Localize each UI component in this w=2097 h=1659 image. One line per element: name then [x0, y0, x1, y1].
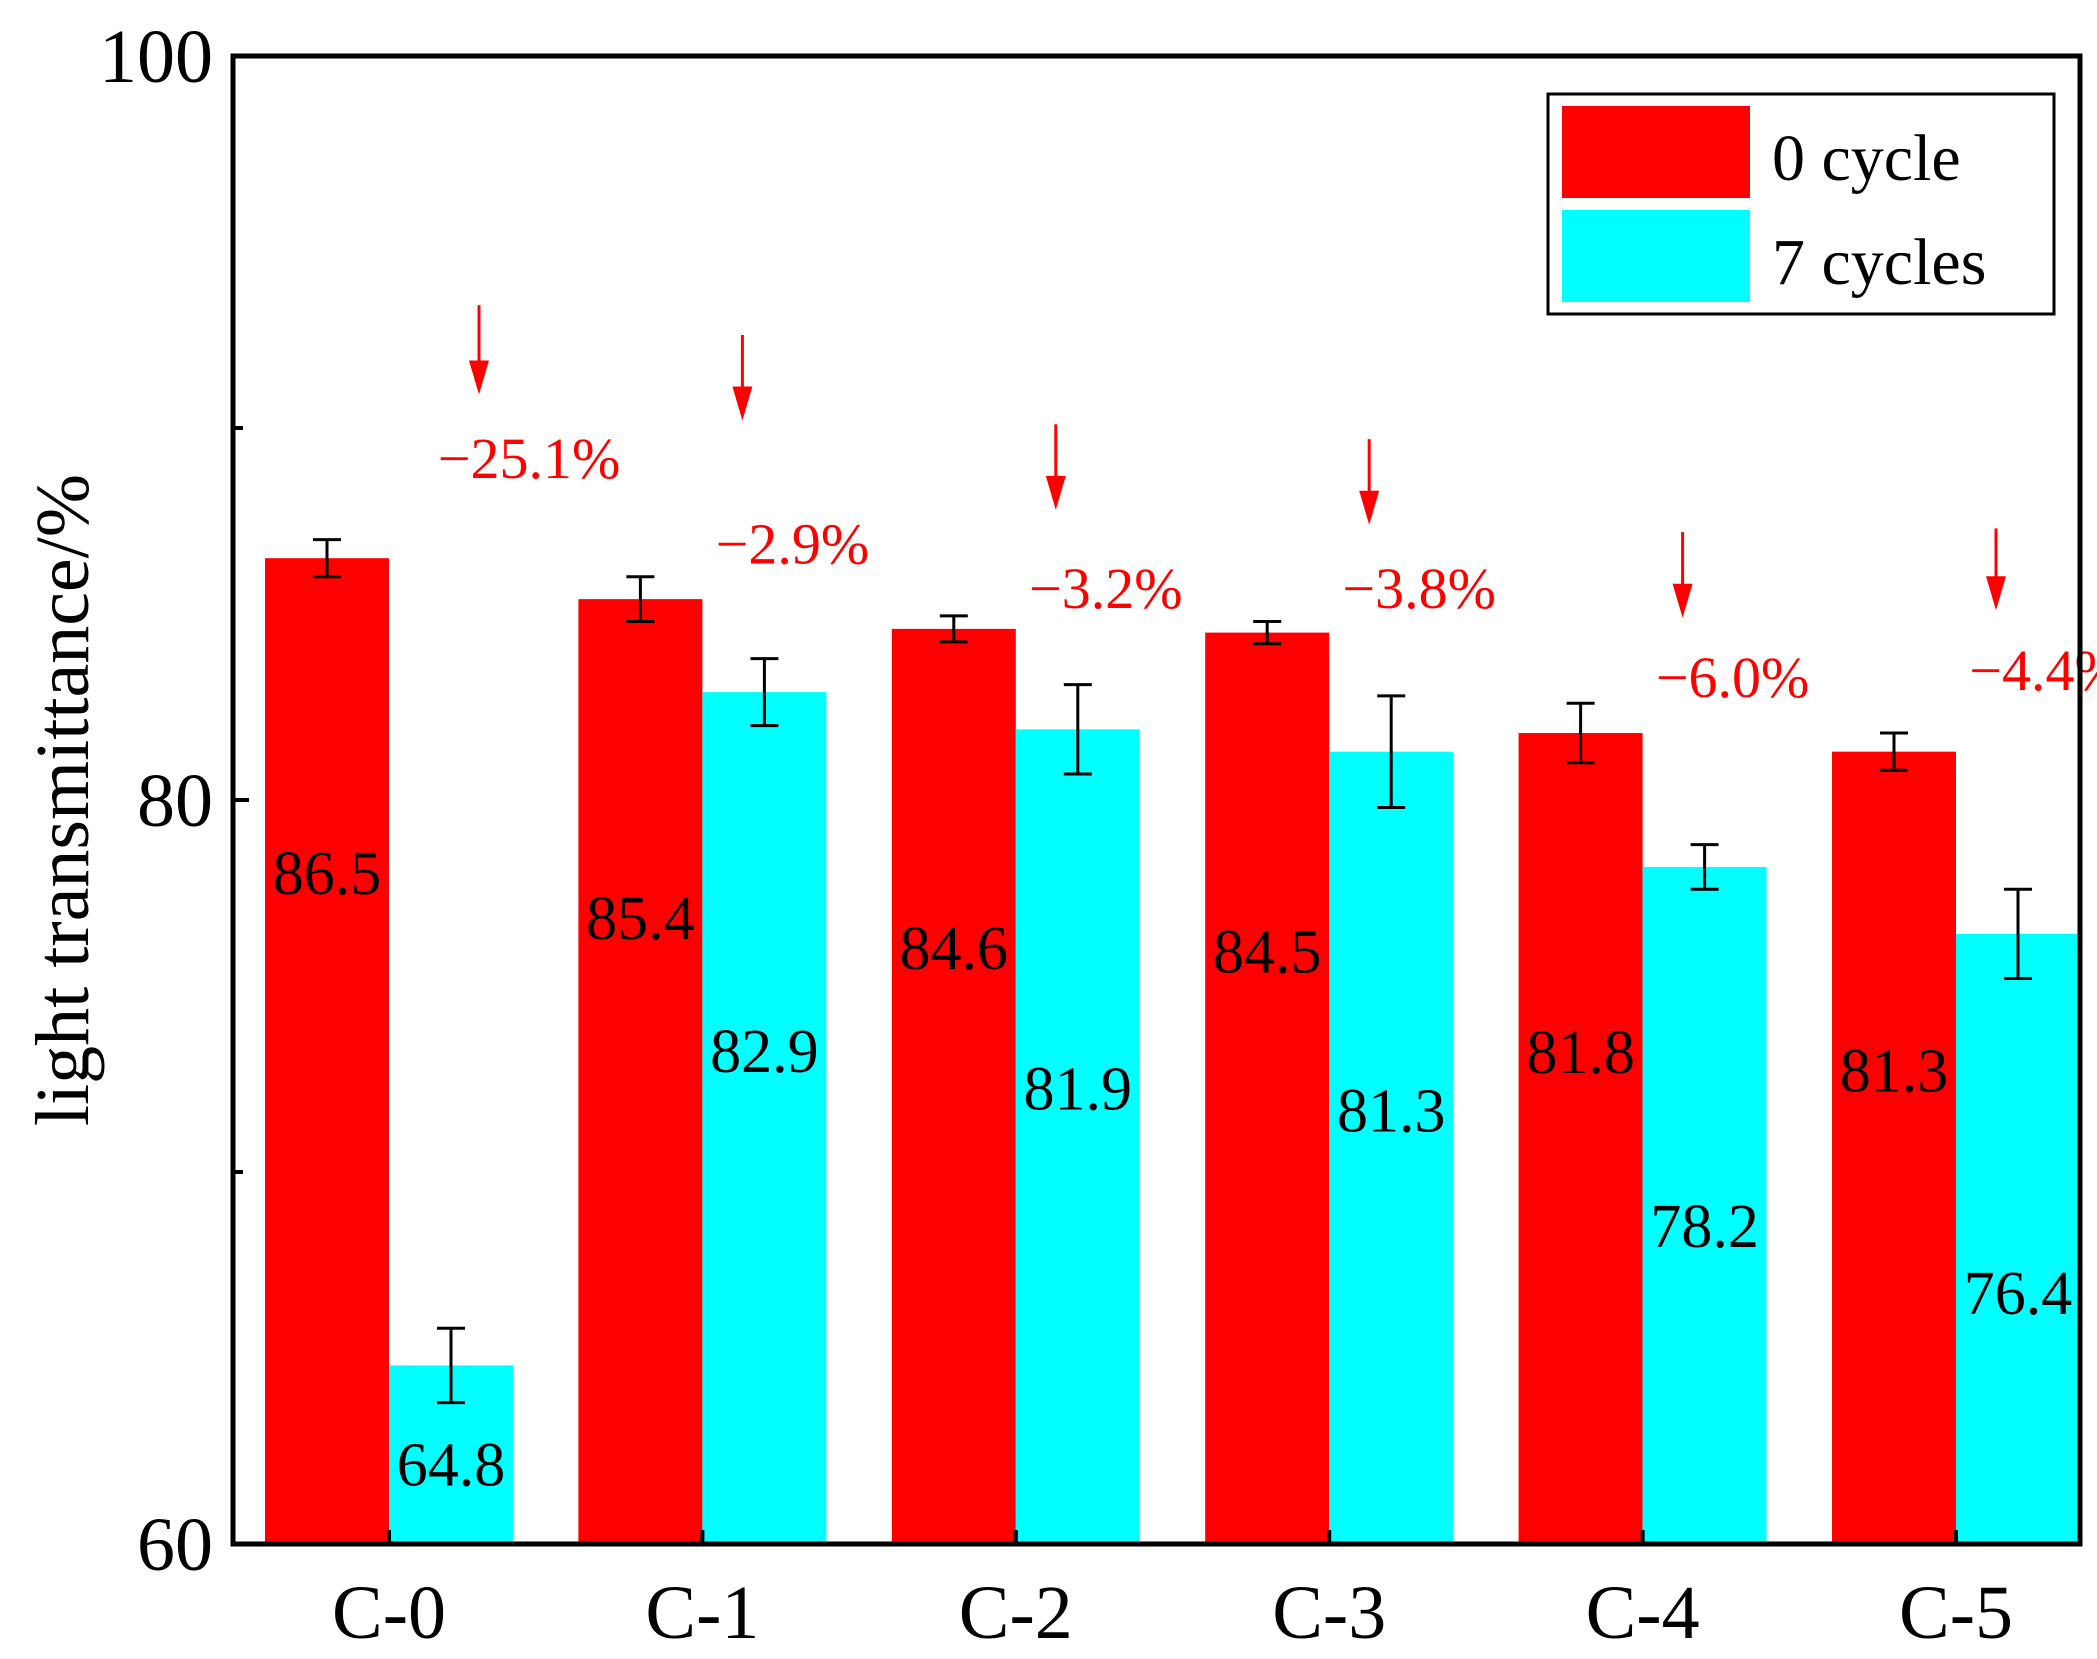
change-arrow-C-4 — [1672, 532, 1693, 618]
legend: 0 cycle 7 cycles — [1546, 92, 2056, 316]
bar-C-3-7-cycles — [1329, 751, 1454, 1544]
arrow-head — [1045, 475, 1066, 510]
change-arrow-C-3 — [1359, 439, 1380, 525]
change-annotations-layer: −25.1% −2.9% −3.2% −3.8% −6.0% −4.4% — [438, 305, 2097, 710]
value-label-C-3-7-cycles: 81.3 — [1337, 1078, 1446, 1146]
error-bar-C-3-0-cycle — [1253, 619, 1282, 646]
error-bar-C-5-0-cycle — [1880, 731, 1908, 772]
legend-swatch-7-cycles — [1562, 210, 1750, 302]
arrow-head — [469, 360, 489, 395]
y-tick-label-100: 100 — [99, 15, 213, 99]
x-tick-label-C-3: C-3 — [1272, 1571, 1386, 1655]
y-tick-label-60: 60 — [137, 1503, 213, 1587]
error-bar-C-4-0-cycle — [1566, 701, 1595, 765]
arrow-head — [1359, 490, 1380, 525]
bar-C-3-0-cycle — [1205, 632, 1330, 1544]
error-bar-C-0-0-cycle — [313, 538, 341, 579]
error-bar-C-0-7-cycles — [437, 1326, 465, 1405]
error-bars-layer — [313, 538, 2032, 1405]
legend-label-0-cycle: 0 cycle — [1772, 122, 1961, 195]
value-label-C-0-7-cycles: 64.8 — [397, 1431, 506, 1499]
value-label-C-1-0-cycle: 85.4 — [586, 885, 695, 953]
change-label-C-5: −4.4% — [1969, 638, 2097, 703]
value-label-C-2-0-cycle: 84.6 — [900, 915, 1009, 983]
error-bar-C-3-7-cycles — [1377, 694, 1406, 809]
error-bar-C-2-0-cycle — [939, 614, 968, 644]
value-label-C-2-7-cycles: 81.9 — [1024, 1055, 1133, 1123]
arrow-head — [732, 386, 753, 421]
value-labels-layer: 86.5 64.8 85.482.9 84.6 81.9 84.5 81.3 81.8 78.2… — [273, 840, 2073, 1499]
change-arrow-C-5 — [1986, 528, 2006, 611]
x-tick-label-C-4: C-4 — [1586, 1571, 1700, 1655]
change-label-C-0: −25.1% — [438, 426, 621, 491]
legend-label-7-cycles: 7 cycles — [1772, 226, 1986, 299]
change-arrow-C-2 — [1045, 424, 1066, 510]
error-bar-C-1-7-cycles — [750, 657, 779, 728]
legend-swatch-0-cycle — [1562, 106, 1750, 198]
change-label-C-2: −3.2% — [1029, 556, 1183, 621]
bars-layer — [265, 558, 2080, 1544]
bar-C-5-0-cycle — [1832, 751, 1956, 1544]
bar-C-2-7-cycles — [1015, 729, 1140, 1544]
x-tick-label-C-2: C-2 — [959, 1571, 1073, 1655]
error-bar-C-5-7-cycles — [2004, 887, 2032, 981]
value-label-C-3-0-cycle: 84.5 — [1213, 919, 1322, 987]
error-bar-C-2-7-cycles — [1063, 683, 1092, 776]
bar-C-4-7-cycles — [1642, 866, 1767, 1544]
x-tick-label-C-5: C-5 — [1899, 1571, 2013, 1655]
x-tick-label-C-1: C-1 — [645, 1571, 759, 1655]
value-label-C-5-7-cycles: 76.4 — [1964, 1260, 2073, 1328]
y-tick-label-80: 80 — [137, 759, 213, 843]
bar-C-1-0-cycle — [578, 599, 703, 1544]
y-axis: 60 80 100 — [99, 15, 249, 1587]
arrow-head — [1672, 583, 1693, 618]
change-label-C-3: −3.8% — [1342, 556, 1496, 621]
x-axis: C-0 C-1 C-2 C-3 C-4 C-5 — [332, 1530, 2013, 1655]
change-label-C-1: −2.9% — [716, 511, 870, 576]
bar-C-2-0-cycle — [891, 628, 1016, 1544]
x-tick-label-C-0: C-0 — [332, 1571, 446, 1655]
bar-C-0-0-cycle — [265, 558, 389, 1544]
change-arrow-C-0 — [469, 305, 489, 395]
y-axis-title: light transmittance/% — [21, 474, 105, 1126]
bar-C-4-0-cycle — [1518, 733, 1643, 1544]
value-label-C-4-7-cycles: 78.2 — [1650, 1193, 1759, 1261]
bar-C-5-7-cycles — [1956, 933, 2080, 1544]
error-bar-C-4-7-cycles — [1690, 843, 1719, 891]
arrow-head — [1986, 576, 2006, 611]
bar-C-1-7-cycles — [702, 692, 827, 1544]
value-label-C-1-7-cycles: 82.9 — [710, 1018, 819, 1086]
change-label-C-4: −6.0% — [1656, 645, 1810, 710]
value-label-C-4-0-cycle: 81.8 — [1526, 1019, 1635, 1087]
change-arrow-C-1 — [732, 335, 753, 421]
value-label-C-5-0-cycle: 81.3 — [1840, 1038, 1949, 1106]
value-label-C-0-0-cycle: 86.5 — [273, 840, 382, 908]
error-bar-C-1-0-cycle — [626, 575, 655, 623]
